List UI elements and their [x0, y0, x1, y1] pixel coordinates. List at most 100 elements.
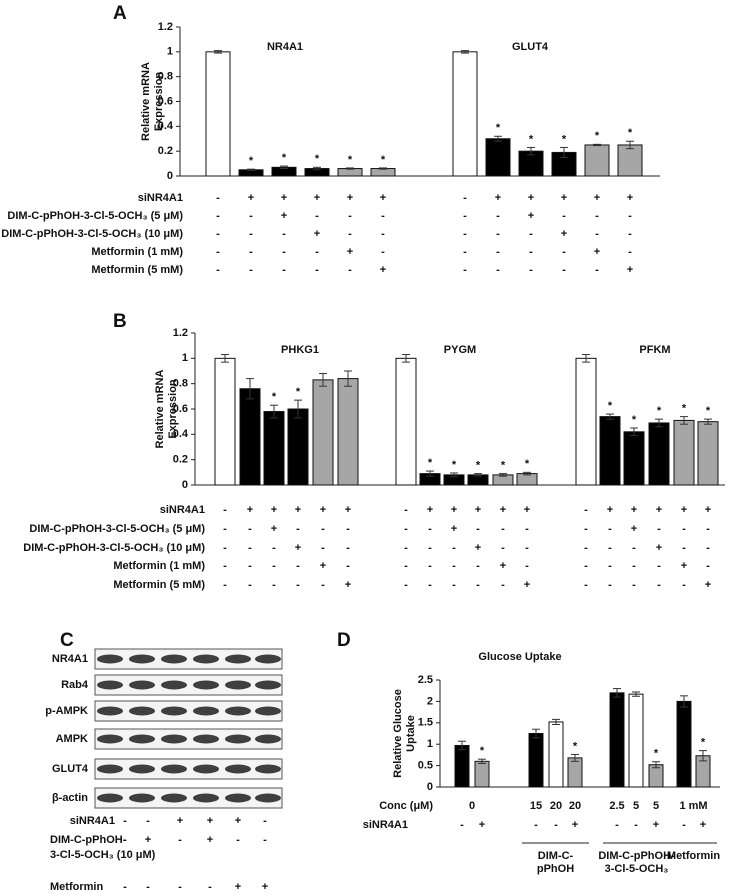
treatment-sign: - — [595, 264, 599, 276]
group-label: Metformin — [667, 850, 720, 862]
y-tick-label: 0.2 — [158, 145, 173, 157]
y-tick-label: 2 — [427, 695, 433, 707]
treatment-sign: - — [463, 192, 467, 204]
protein-label: GLUT4 — [52, 763, 89, 775]
treatment-sign: - — [248, 542, 252, 554]
significance-star: * — [282, 152, 287, 164]
bar — [673, 419, 695, 486]
y-tick-label: 1.5 — [418, 717, 433, 729]
treatment-label: siNR4A1 — [70, 815, 115, 827]
blot-band — [255, 764, 281, 774]
treatment-sign: + — [145, 834, 151, 846]
treatment-sign: - — [615, 819, 619, 831]
y-axis-label: Relative mRNA — [154, 370, 166, 449]
treatment-sign: - — [529, 246, 533, 258]
bar — [623, 431, 645, 486]
bar — [454, 744, 470, 788]
treatment-sign: + — [295, 542, 301, 554]
significance-star: * — [682, 403, 687, 415]
treatment-sign: - — [595, 228, 599, 240]
protein-label: Rab4 — [61, 679, 89, 691]
significance-star: * — [562, 133, 567, 145]
treatment-sign: - — [272, 542, 276, 554]
y-tick-label: 1 — [167, 46, 173, 58]
significance-star: * — [529, 133, 534, 145]
blot-band — [225, 654, 251, 664]
panel-label: C — [60, 630, 74, 651]
treatment-sign: - — [632, 560, 636, 572]
blot-band — [255, 654, 281, 664]
significance-star: * — [632, 414, 637, 426]
significance-star: * — [496, 122, 501, 134]
significance-star: * — [657, 405, 662, 417]
y-axis-label: Uptake — [405, 715, 417, 752]
conc-label: 2.5 — [609, 800, 624, 812]
blot-band — [225, 793, 251, 803]
treatment-sign: - — [428, 542, 432, 554]
y-tick-label: 1 — [427, 738, 433, 750]
treatment-sign: - — [682, 819, 686, 831]
treatment-sign: - — [525, 542, 529, 554]
treatment-sign: - — [463, 210, 467, 222]
y-tick-label: 1.2 — [173, 327, 188, 339]
conc-label: 5 — [633, 800, 639, 812]
blot-strip — [94, 758, 283, 780]
treatment-sign: + — [681, 504, 687, 516]
blot-band — [97, 654, 123, 664]
protein-label: NR4A1 — [52, 653, 88, 665]
treatment-sign: - — [348, 264, 352, 276]
treatment-sign: - — [315, 210, 319, 222]
treatment-label: DIM-C-pPhOH-3-Cl-5-OCH₃ (10 μM) — [1, 228, 183, 240]
treatment-sign: - — [584, 579, 588, 591]
treatment-sign: + — [347, 192, 353, 204]
treatment-sign: + — [495, 192, 501, 204]
treatment-sign: + — [235, 815, 241, 827]
treatment-sign: - — [296, 560, 300, 572]
blot-band — [255, 793, 281, 803]
treatment-sign: - — [216, 192, 220, 204]
treatment-sign: - — [346, 523, 350, 535]
treatment-sign: + — [451, 504, 457, 516]
treatment-sign: - — [249, 228, 253, 240]
treatment-sign: + — [607, 504, 613, 516]
bar — [214, 357, 236, 486]
blot-band — [193, 764, 219, 774]
treatment-sign: - — [452, 560, 456, 572]
significance-star: * — [654, 748, 659, 760]
treatment-sign: + — [345, 504, 351, 516]
treatment-sign: + — [295, 504, 301, 516]
significance-star: * — [480, 745, 485, 757]
blot-band — [193, 793, 219, 803]
treatment-sign: - — [657, 560, 661, 572]
treatment-sign: - — [223, 504, 227, 516]
protein-label: β-actin — [52, 792, 88, 804]
treatment-label: Metformin — [50, 881, 103, 893]
treatment-sign: + — [561, 192, 567, 204]
y-tick-label: 1.2 — [158, 21, 173, 33]
panel-label: A — [113, 3, 127, 24]
treatment-sign: + — [528, 210, 534, 222]
treatment-sign: - — [404, 504, 408, 516]
y-tick-label: 0.6 — [173, 403, 188, 415]
treatment-sign: - — [452, 579, 456, 591]
conc-label: 20 — [569, 800, 581, 812]
treatment-sign: - — [584, 542, 588, 554]
blot-band — [161, 793, 187, 803]
blot-band — [129, 680, 155, 690]
blot-band — [193, 734, 219, 744]
treatment-sign: - — [208, 881, 212, 893]
treatment-sign: - — [608, 542, 612, 554]
panel-label: D — [337, 630, 351, 651]
y-tick-label: 0 — [427, 781, 433, 793]
y-tick-label: 0.5 — [418, 760, 433, 772]
treatment-sign: + — [271, 523, 277, 535]
blot-band — [161, 764, 187, 774]
bar — [599, 416, 621, 486]
treatment-label: Metformin (5 mM) — [113, 579, 205, 591]
treatment-sign: - — [657, 579, 661, 591]
conc-label: 5 — [653, 800, 659, 812]
treatment-sign: + — [631, 523, 637, 535]
treatment-sign: - — [381, 228, 385, 240]
treatment-sign: + — [177, 815, 183, 827]
treatment-sign: - — [501, 542, 505, 554]
